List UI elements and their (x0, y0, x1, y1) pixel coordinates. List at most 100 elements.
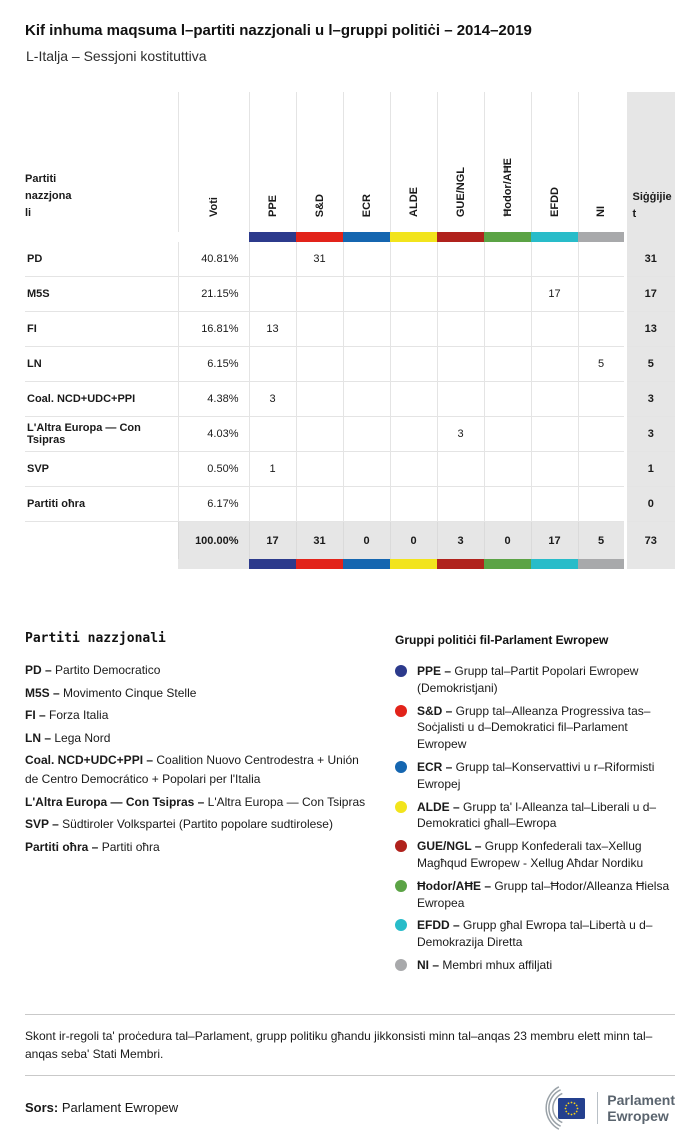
seats-gue-ngl (436, 276, 484, 312)
color-bar-ni (578, 232, 625, 242)
seats-ni (577, 242, 625, 277)
group-legend-desc: Grupp tal–Ħodor/Alleanza Ħielsa Ewropea (417, 878, 670, 910)
group-legend-abbr: Ħodor/AĦE – (417, 878, 492, 893)
group-column-label-alde: ALDE (407, 187, 420, 217)
seats-gue-ngl (436, 346, 484, 382)
seats-odor-a-e (483, 381, 531, 417)
group-legend-item: S&D – Grupp tal–Alleanza Progressiva tas… (395, 703, 675, 753)
spacer-cell (25, 232, 178, 242)
corner-header-label: Partiti nazzjonali (25, 172, 72, 219)
party-votes: 6.15% (177, 346, 249, 382)
total-seats-ecr: 0 (342, 521, 390, 559)
seats-odor-a-e (483, 346, 531, 382)
seats-s-d (295, 381, 343, 417)
party-votes: 6.17% (177, 486, 249, 522)
group-column-label-s-d: S&D (313, 193, 326, 217)
group-color-dot-efdd (395, 919, 407, 932)
party-legend-item: FI – Forza Italia (25, 706, 373, 725)
seats-gue-ngl (436, 486, 484, 522)
seats-gue-ngl (436, 242, 484, 277)
group-legend-desc: Membri mhux affiljati (439, 957, 553, 972)
seats-alde (389, 276, 437, 312)
group-legend-item: NI – Membri mhux affiljati (395, 957, 675, 974)
party-legend-text: Partiti oħra (98, 839, 160, 854)
seats-ecr (342, 311, 390, 347)
seats-s-d (295, 346, 343, 382)
group-legend-abbr: NI – (417, 957, 440, 972)
table-body: PD 40.81% 31 31 M5S 21.15% 17 17 FI 16.81% 13 13 LN 6… (25, 242, 675, 522)
group-color-dot-s-d (395, 704, 407, 717)
party-legend-text: Lega Nord (51, 730, 111, 745)
seats-odor-a-e (483, 242, 531, 277)
seats-ecr (342, 242, 390, 277)
hemicycle-flag-icon (545, 1085, 586, 1130)
seats-alde (389, 486, 437, 522)
seats-ppe: 13 (248, 311, 296, 347)
color-bar-alde (390, 559, 437, 569)
seats-ni (577, 416, 625, 452)
party-total-seats: 13 (623, 311, 675, 347)
party-legend-item: L'Altra Europa — Con Tsipras – L'Altra E… (25, 793, 373, 812)
party-legend-abbr: PD – (25, 663, 52, 677)
total-seats-ni: 5 (577, 521, 625, 559)
seats-efdd (530, 416, 578, 452)
political-groups-legend-title: Gruppi politiċi fil-Parlament Ewropew (395, 633, 609, 647)
group-column-header-gue-ngl: GUE/NGL (436, 92, 484, 232)
party-name: M5S (25, 276, 178, 312)
seats-efdd (530, 451, 578, 487)
table-row: Coal. NCD+UDC+PPI 4.38% 3 3 (25, 381, 675, 417)
group-color-dot-ni (395, 958, 407, 971)
table-row: M5S 21.15% 17 17 (25, 276, 675, 312)
group-column-header-s-d: S&D (295, 92, 343, 232)
table-row: SVP 0.50% 1 1 (25, 451, 675, 487)
seats-ecr (342, 346, 390, 382)
total-votes: 100.00% (177, 521, 249, 559)
party-name: FI (25, 311, 178, 347)
party-total-seats: 17 (623, 276, 675, 312)
table-row: LN 6.15% 5 5 (25, 346, 675, 382)
spacer-cell (25, 521, 178, 559)
group-legend-abbr: S&D – (417, 703, 453, 718)
group-legend-text: NI – Membri mhux affiljati (417, 957, 552, 974)
party-votes: 21.15% (177, 276, 249, 312)
table-row: FI 16.81% 13 13 (25, 311, 675, 347)
seats-s-d (295, 451, 343, 487)
party-name: L'Altra Europa — Con Tsipras (25, 416, 178, 452)
results-table: Partiti nazzjonali Voti PPE S&D ECR ALDE GUE… (25, 92, 675, 569)
color-bar-ecr (343, 559, 390, 569)
seats-ppe (248, 276, 296, 312)
party-legend-item: SVP – Südtiroler Volkspartei (Partito po… (25, 815, 373, 834)
color-bar-efdd (531, 559, 578, 569)
group-legend-abbr: PPE – (417, 664, 452, 678)
party-legend-item: Coal. NCD+UDC+PPI – Coalition Nuovo Cent… (25, 751, 373, 788)
seats-alde (389, 311, 437, 347)
group-column-header-odor-a-e: Ħodor/AĦE (483, 92, 531, 232)
party-name: Partiti oħra (25, 486, 178, 522)
seats-ecr (342, 451, 390, 487)
table-row: Partiti oħra 6.17% 0 (25, 486, 675, 522)
party-legend-abbr: SVP – (25, 817, 59, 832)
spacer-cell (623, 232, 675, 242)
source-text: Parlament Ewropew (58, 1100, 179, 1116)
party-legend-abbr: Coal. NCD+UDC+PPI – (25, 753, 154, 768)
group-legend-item: PPE – Grupp tal–Partit Popolari Ewropew … (395, 663, 675, 697)
group-color-dot-ecr (395, 760, 407, 773)
seats-ppe: 1 (248, 451, 296, 487)
party-total-seats: 31 (623, 242, 675, 277)
political-groups-legend-items: PPE – Grupp tal–Partit Popolari Ewropew … (395, 663, 675, 974)
group-column-header-ppe: PPE (248, 92, 296, 232)
seats-alde (389, 416, 437, 452)
seats-efdd (530, 242, 578, 277)
party-total-seats: 0 (623, 486, 675, 522)
group-legend-abbr: ALDE – (417, 799, 460, 814)
group-legend-desc: Grupp tal–Partit Popolari Ewropew (Demok… (417, 664, 639, 695)
group-legend-text: S&D – Grupp tal–Alleanza Progressiva tas… (417, 703, 675, 753)
logo-wordmark-line2: Ewropew (607, 1107, 669, 1124)
national-parties-legend-items: PD – Partito Democratico M5S – Movimento … (25, 661, 373, 856)
seats-ecr (342, 276, 390, 312)
color-bar-ppe (249, 232, 296, 242)
group-legend-item: Ħodor/AĦE – Grupp tal–Ħodor/Alleanza Ħie… (395, 878, 675, 912)
group-color-dot-odor-a-e (395, 879, 407, 892)
party-legend-item: M5S – Movimento Cinque Stelle (25, 684, 373, 703)
party-legend-text: Südtiroler Volkspartei (Partito popolare… (58, 817, 333, 832)
